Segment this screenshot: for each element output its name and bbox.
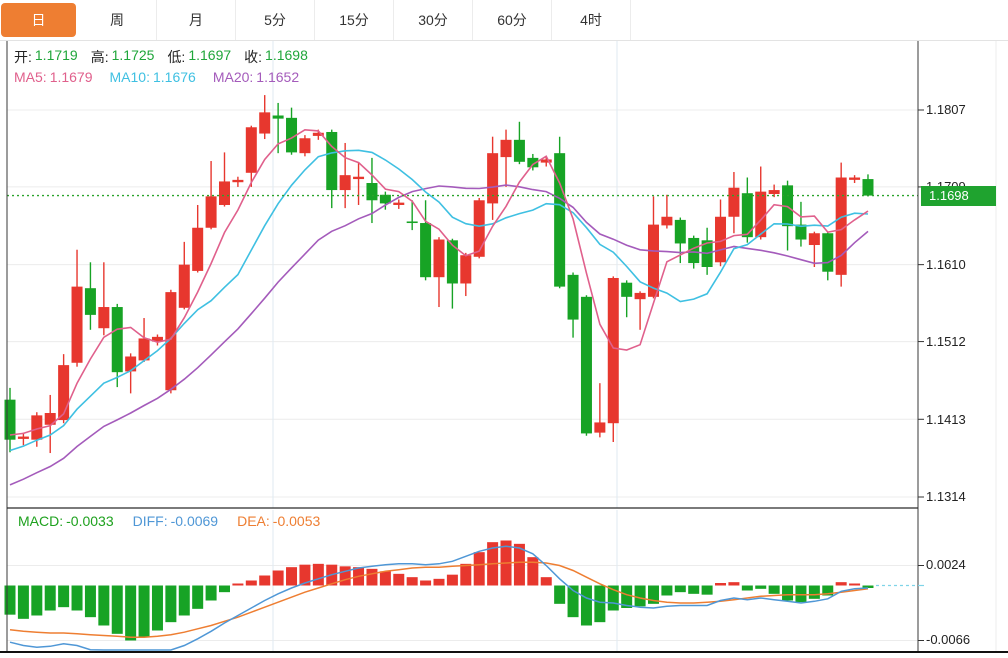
tab-30min[interactable]: 30分	[394, 0, 473, 40]
ma-readout: MA5: 1.1679 MA10: 1.1676 MA20: 1.1652	[14, 69, 299, 85]
price-tick-label: 1.1413	[926, 412, 966, 427]
ma10-label: MA10:	[109, 69, 150, 85]
open-value: 1.1719	[34, 47, 78, 63]
tab-15min[interactable]: 15分	[315, 0, 394, 40]
tab-day[interactable]: 日	[1, 3, 76, 37]
macd-tick-label: -0.0066	[926, 632, 971, 647]
low-label: 低:	[167, 49, 186, 65]
macd-readout: MACD: -0.0033 DIFF: -0.0069 DEA: -0.0053	[18, 513, 320, 529]
macd-label: MACD:	[18, 513, 64, 529]
ma20-label: MA20:	[212, 69, 254, 85]
ma20-value: 1.1652	[256, 69, 300, 85]
ma5-label: MA5:	[14, 69, 47, 85]
price-tick-label: 1.1314	[926, 489, 966, 504]
open-label: 开:	[14, 49, 32, 65]
current-price-badge: 1.1698	[921, 186, 996, 206]
high-value: 1.1725	[111, 47, 155, 63]
period-tabbar: 日 周 月 5分 15分 30分 60分 4时	[0, 0, 1008, 41]
ohlc-readout: 开: 1.1719 高: 1.1725 低: 1.1697 收: 1.1698	[14, 47, 308, 67]
close-label: 收:	[244, 49, 263, 65]
tab-5min[interactable]: 5分	[236, 0, 315, 40]
close-value: 1.1698	[265, 47, 308, 63]
macd-tick-label: 0.0024	[926, 557, 966, 572]
price-tick-label: 1.1610	[926, 257, 966, 272]
dea-label: DEA:	[237, 513, 270, 529]
macd-value: -0.0033	[66, 513, 114, 529]
diff-value: -0.0069	[170, 513, 219, 529]
high-label: 高:	[90, 49, 109, 65]
low-value: 1.1697	[188, 47, 232, 63]
ma5-value: 1.1679	[49, 69, 93, 85]
ma10-value: 1.1676	[152, 69, 196, 85]
tab-4hour[interactable]: 4时	[552, 0, 631, 40]
dea-value: -0.0053	[272, 513, 321, 529]
tab-60min[interactable]: 60分	[473, 0, 552, 40]
tab-month[interactable]: 月	[157, 0, 236, 40]
diff-label: DIFF:	[132, 513, 168, 529]
tab-week[interactable]: 周	[78, 0, 157, 40]
price-tick-label: 1.1807	[926, 102, 966, 117]
price-tick-label: 1.1512	[926, 334, 966, 349]
